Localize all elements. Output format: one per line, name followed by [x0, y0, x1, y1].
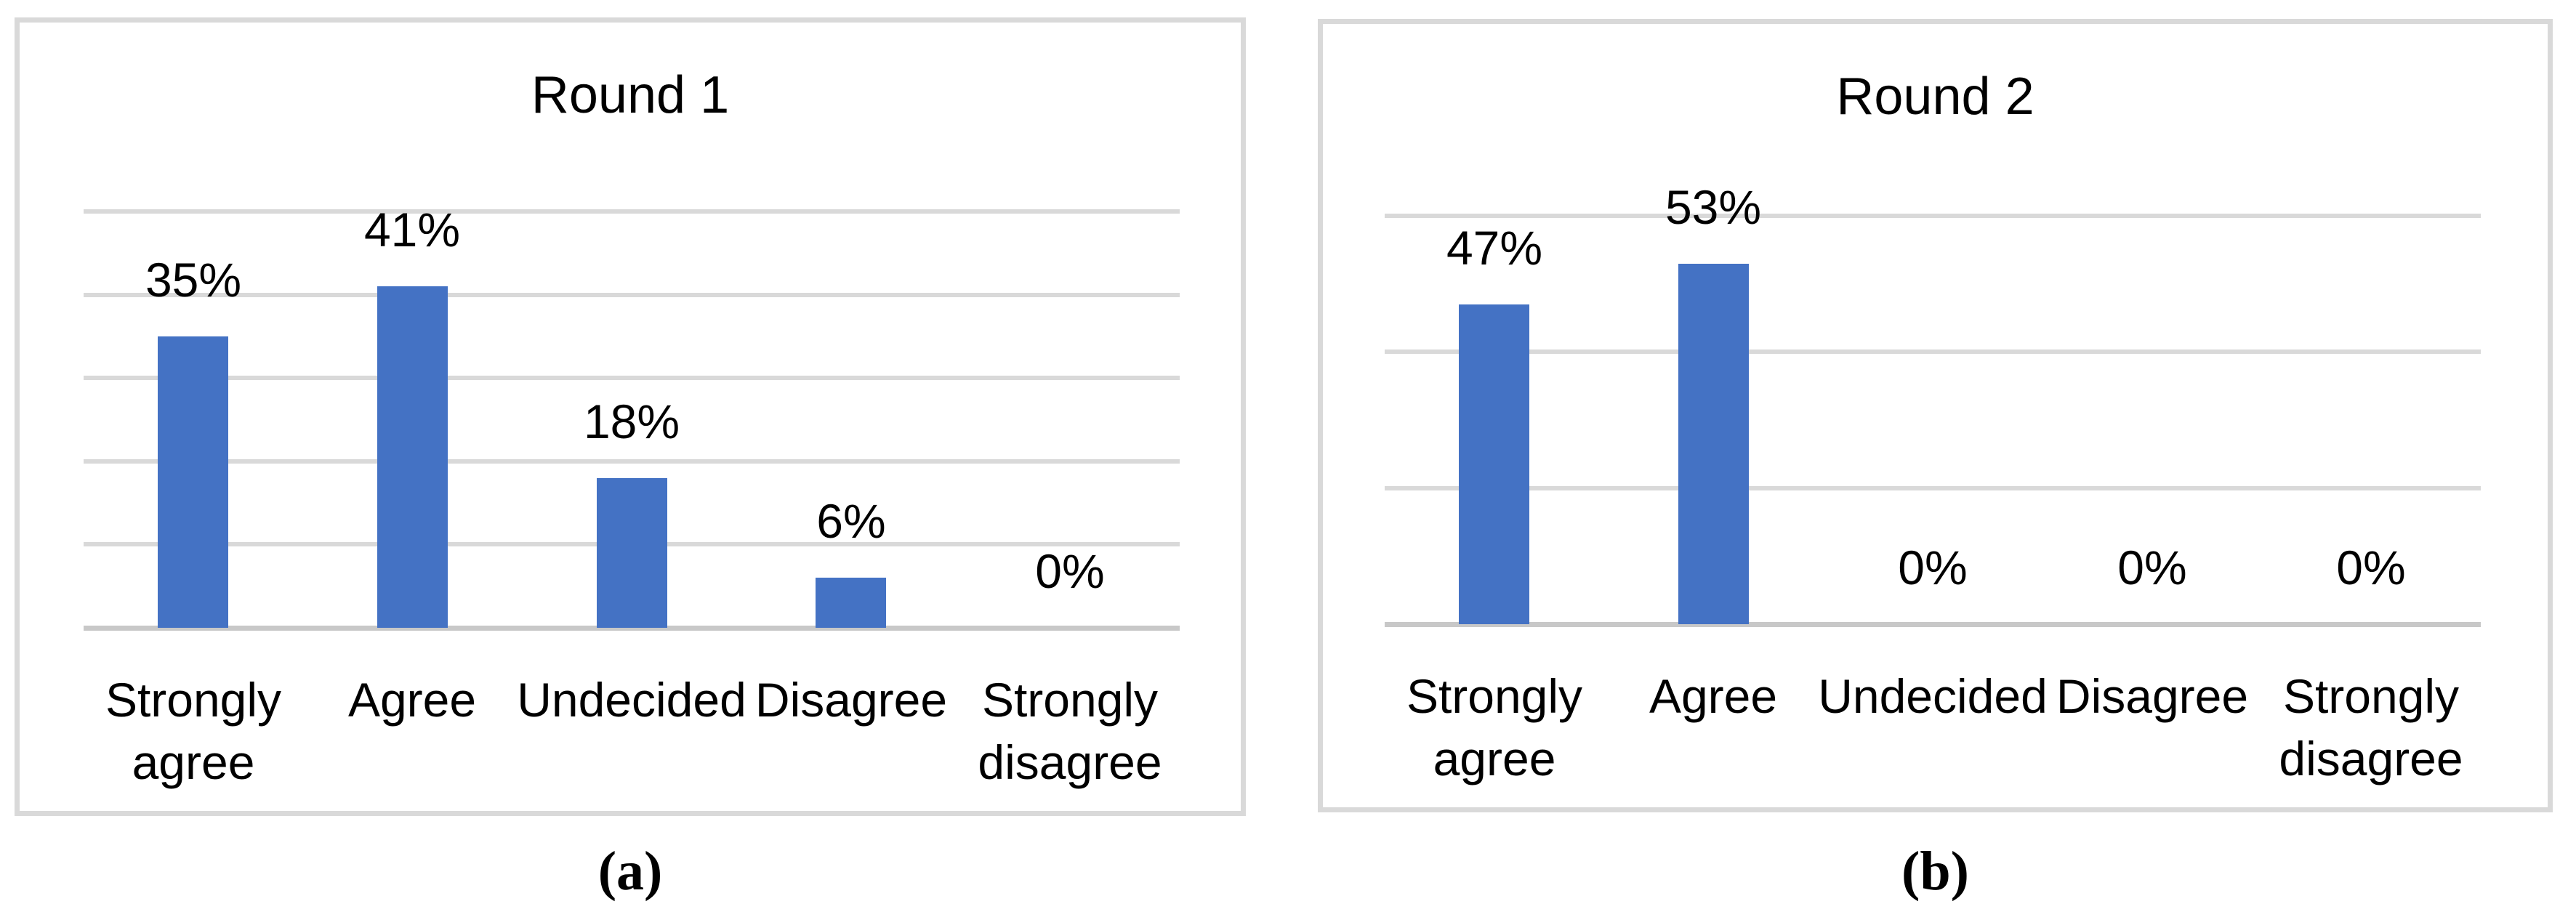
- gridline: [84, 376, 1180, 381]
- chart-title-round2: Round 2: [1836, 68, 2034, 126]
- category-label-strongly-agree: Strongly agree: [1406, 669, 1583, 785]
- bar-agree: [377, 286, 448, 628]
- data-label-agree: 41%: [363, 203, 461, 256]
- gridline: [84, 458, 1180, 464]
- plot-area-round1: 35% Strongly agree 41% Agree 18% Undecided 6% D…: [20, 23, 1241, 811]
- data-label-agree: 53%: [1665, 180, 1762, 234]
- category-label-agree: Agree: [1649, 669, 1778, 723]
- gridline: [84, 209, 1180, 214]
- gridline: [1385, 350, 2481, 355]
- category-label-disagree: Disagree: [754, 673, 948, 727]
- bar-disagree: [816, 578, 886, 628]
- bar-strongly-agree: [1459, 304, 1529, 624]
- chart-title-round1: Round 1: [531, 66, 730, 124]
- gridline: [84, 292, 1180, 297]
- chart-panel-a: Round 1 35% Strongly agree 41% Agree 18% Unde…: [15, 17, 1246, 816]
- data-label-strongly-disagree: 0%: [1035, 544, 1105, 598]
- data-label-disagree: 0%: [2117, 541, 2187, 594]
- data-label-strongly-agree: 35%: [145, 253, 242, 307]
- category-label-undecided: Undecided: [1818, 669, 2048, 723]
- bar-undecided: [597, 478, 667, 628]
- category-label-strongly-agree: Strongly agree: [105, 673, 282, 789]
- bar-agree: [1678, 264, 1749, 624]
- category-label-strongly-disagree: Strongly disagree: [2279, 669, 2463, 785]
- category-label-undecided: Undecided: [517, 673, 746, 727]
- data-label-undecided: 0%: [1898, 541, 1968, 594]
- x-axis-line: [1385, 622, 2481, 627]
- gridline: [1385, 485, 2481, 490]
- data-label-strongly-disagree: 0%: [2336, 541, 2406, 594]
- x-axis-line: [84, 626, 1180, 631]
- data-label-disagree: 6%: [816, 494, 886, 548]
- data-label-strongly-agree: 47%: [1446, 221, 1543, 275]
- subfigure-label-b: (b): [1901, 841, 1969, 902]
- plot-area-round2: 47% Strongly agree 53% Agree 0% Undecided 0% Di…: [1323, 24, 2548, 807]
- subfigure-label-a: (a): [597, 841, 663, 902]
- data-label-undecided: 18%: [583, 395, 680, 448]
- category-label-agree: Agree: [347, 673, 477, 727]
- gridline: [1385, 214, 2481, 218]
- category-label-disagree: Disagree: [2056, 669, 2249, 723]
- bar-strongly-agree: [158, 336, 228, 628]
- chart-panel-b: Round 2 47% Strongly agree 53% Agree 0% Undec…: [1318, 19, 2553, 812]
- category-label-strongly-disagree: Strongly disagree: [978, 673, 1162, 789]
